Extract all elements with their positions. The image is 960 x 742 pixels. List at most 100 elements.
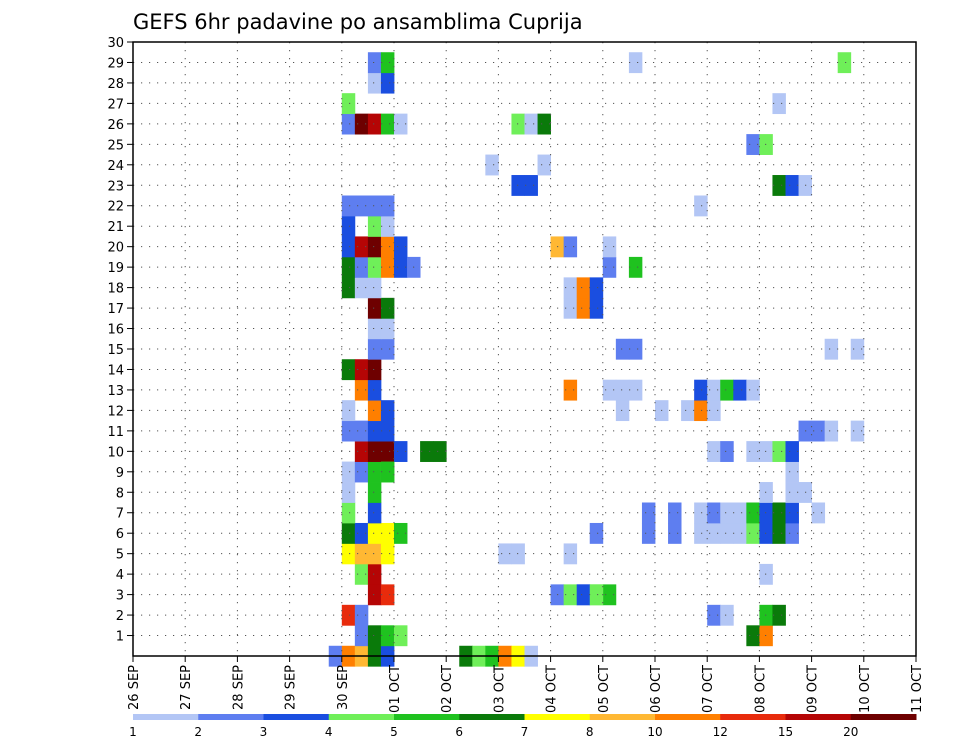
y-tick-label: 30 [107, 36, 124, 51]
precip-cell [707, 441, 721, 462]
precip-cell [341, 277, 356, 299]
y-tick-label: 28 [107, 77, 124, 92]
precip-cell [537, 154, 551, 176]
precip-cell [367, 625, 382, 647]
precip-cell [367, 482, 382, 503]
precip-cell [341, 543, 356, 565]
legend-swatch [589, 714, 656, 720]
precip-cell [850, 338, 865, 360]
legend-label: 10 [647, 725, 662, 739]
precip-cell [772, 604, 786, 626]
precip-cell [354, 604, 369, 626]
precip-cell [380, 236, 395, 258]
x-tick-label: 28 SEP [231, 665, 246, 710]
y-tick-label: 18 [107, 282, 124, 297]
y-tick-label: 15 [107, 343, 124, 358]
precip-cell [576, 277, 591, 299]
precip-cell [367, 195, 382, 217]
precip-cell [380, 338, 395, 360]
precip-cell [772, 175, 786, 196]
precip-cell [563, 379, 578, 401]
precip-cell [563, 236, 578, 258]
y-tick-label: 8 [116, 486, 124, 501]
precip-cell [772, 522, 786, 544]
precip-cell [341, 522, 356, 544]
precip-cell [354, 256, 369, 278]
precip-cell [537, 113, 551, 135]
legend-label: 7 [521, 725, 529, 739]
precip-cell [380, 522, 395, 544]
legend-label: 12 [713, 725, 728, 739]
precip-cell [772, 441, 786, 462]
precip-cell [367, 379, 382, 401]
legend-swatch [263, 714, 330, 720]
legend-swatch [720, 714, 786, 720]
precip-cell [354, 277, 369, 299]
x-tick-label: 29 SEP [284, 665, 299, 710]
precip-cell [746, 502, 760, 524]
precip-cell [576, 297, 591, 319]
precip-cell [746, 134, 760, 155]
precip-cell [615, 400, 630, 422]
precip-cell [367, 522, 382, 544]
legend-swatch [459, 714, 525, 720]
precip-cell [811, 420, 826, 442]
precip-cell [681, 400, 695, 422]
y-tick-label: 19 [107, 261, 124, 276]
y-tick-label: 12 [107, 404, 124, 419]
precip-cell [380, 72, 395, 94]
precip-cell [602, 256, 617, 278]
legend-swatch [850, 714, 917, 720]
y-tick-label: 22 [107, 200, 124, 215]
legend-label: 3 [260, 725, 268, 739]
precip-cell [628, 256, 643, 278]
precip-cell [354, 625, 369, 647]
precip-cell [694, 400, 708, 422]
x-tick-label: 08 OCT [753, 665, 768, 713]
precip-cell [785, 482, 799, 503]
precip-cell [367, 584, 382, 606]
precip-cell [668, 502, 682, 524]
precip-cell [668, 522, 682, 544]
precip-cell [589, 584, 604, 606]
legend-label: 20 [843, 725, 858, 739]
precip-cell [354, 461, 369, 483]
legend-swatch [133, 714, 199, 720]
y-tick-label: 2 [116, 609, 124, 624]
precip-cell [824, 420, 839, 442]
legend-label: 1 [129, 725, 137, 739]
y-tick-label: 16 [107, 323, 124, 338]
precip-cell [394, 236, 408, 258]
precip-cell [354, 441, 369, 462]
x-tick-label: 05 OCT [597, 665, 612, 713]
precip-cell [380, 400, 395, 422]
precip-cell [367, 461, 382, 483]
x-tick-label: 01 OCT [388, 665, 403, 713]
precip-cell [341, 113, 356, 135]
precip-cell [602, 584, 617, 606]
precip-cell [367, 359, 382, 381]
precip-cell [341, 359, 356, 381]
legend-swatch [524, 714, 591, 720]
legend-swatch [198, 714, 264, 720]
precip-cell [380, 256, 395, 278]
legend-swatch [394, 714, 460, 720]
precip-cell [420, 441, 434, 462]
x-tick-label: 02 OCT [440, 665, 455, 713]
precip-cell [380, 420, 395, 442]
precip-cell [367, 113, 382, 135]
y-tick-label: 9 [116, 466, 124, 481]
y-tick-label: 3 [116, 589, 124, 604]
precip-cell [367, 441, 382, 462]
legend-label: 15 [778, 725, 793, 739]
legend-label: 6 [455, 725, 463, 739]
precip-cell [367, 297, 382, 319]
precip-cell [746, 625, 760, 647]
precip-cell [367, 563, 382, 585]
y-tick-label: 14 [107, 363, 124, 378]
y-tick-label: 11 [107, 425, 124, 440]
precip-cell [720, 441, 734, 462]
y-tick-label: 5 [116, 548, 124, 563]
chart-title: GEFS 6hr padavine po ansamblima Cuprija [133, 10, 583, 34]
precip-cell [589, 277, 604, 299]
